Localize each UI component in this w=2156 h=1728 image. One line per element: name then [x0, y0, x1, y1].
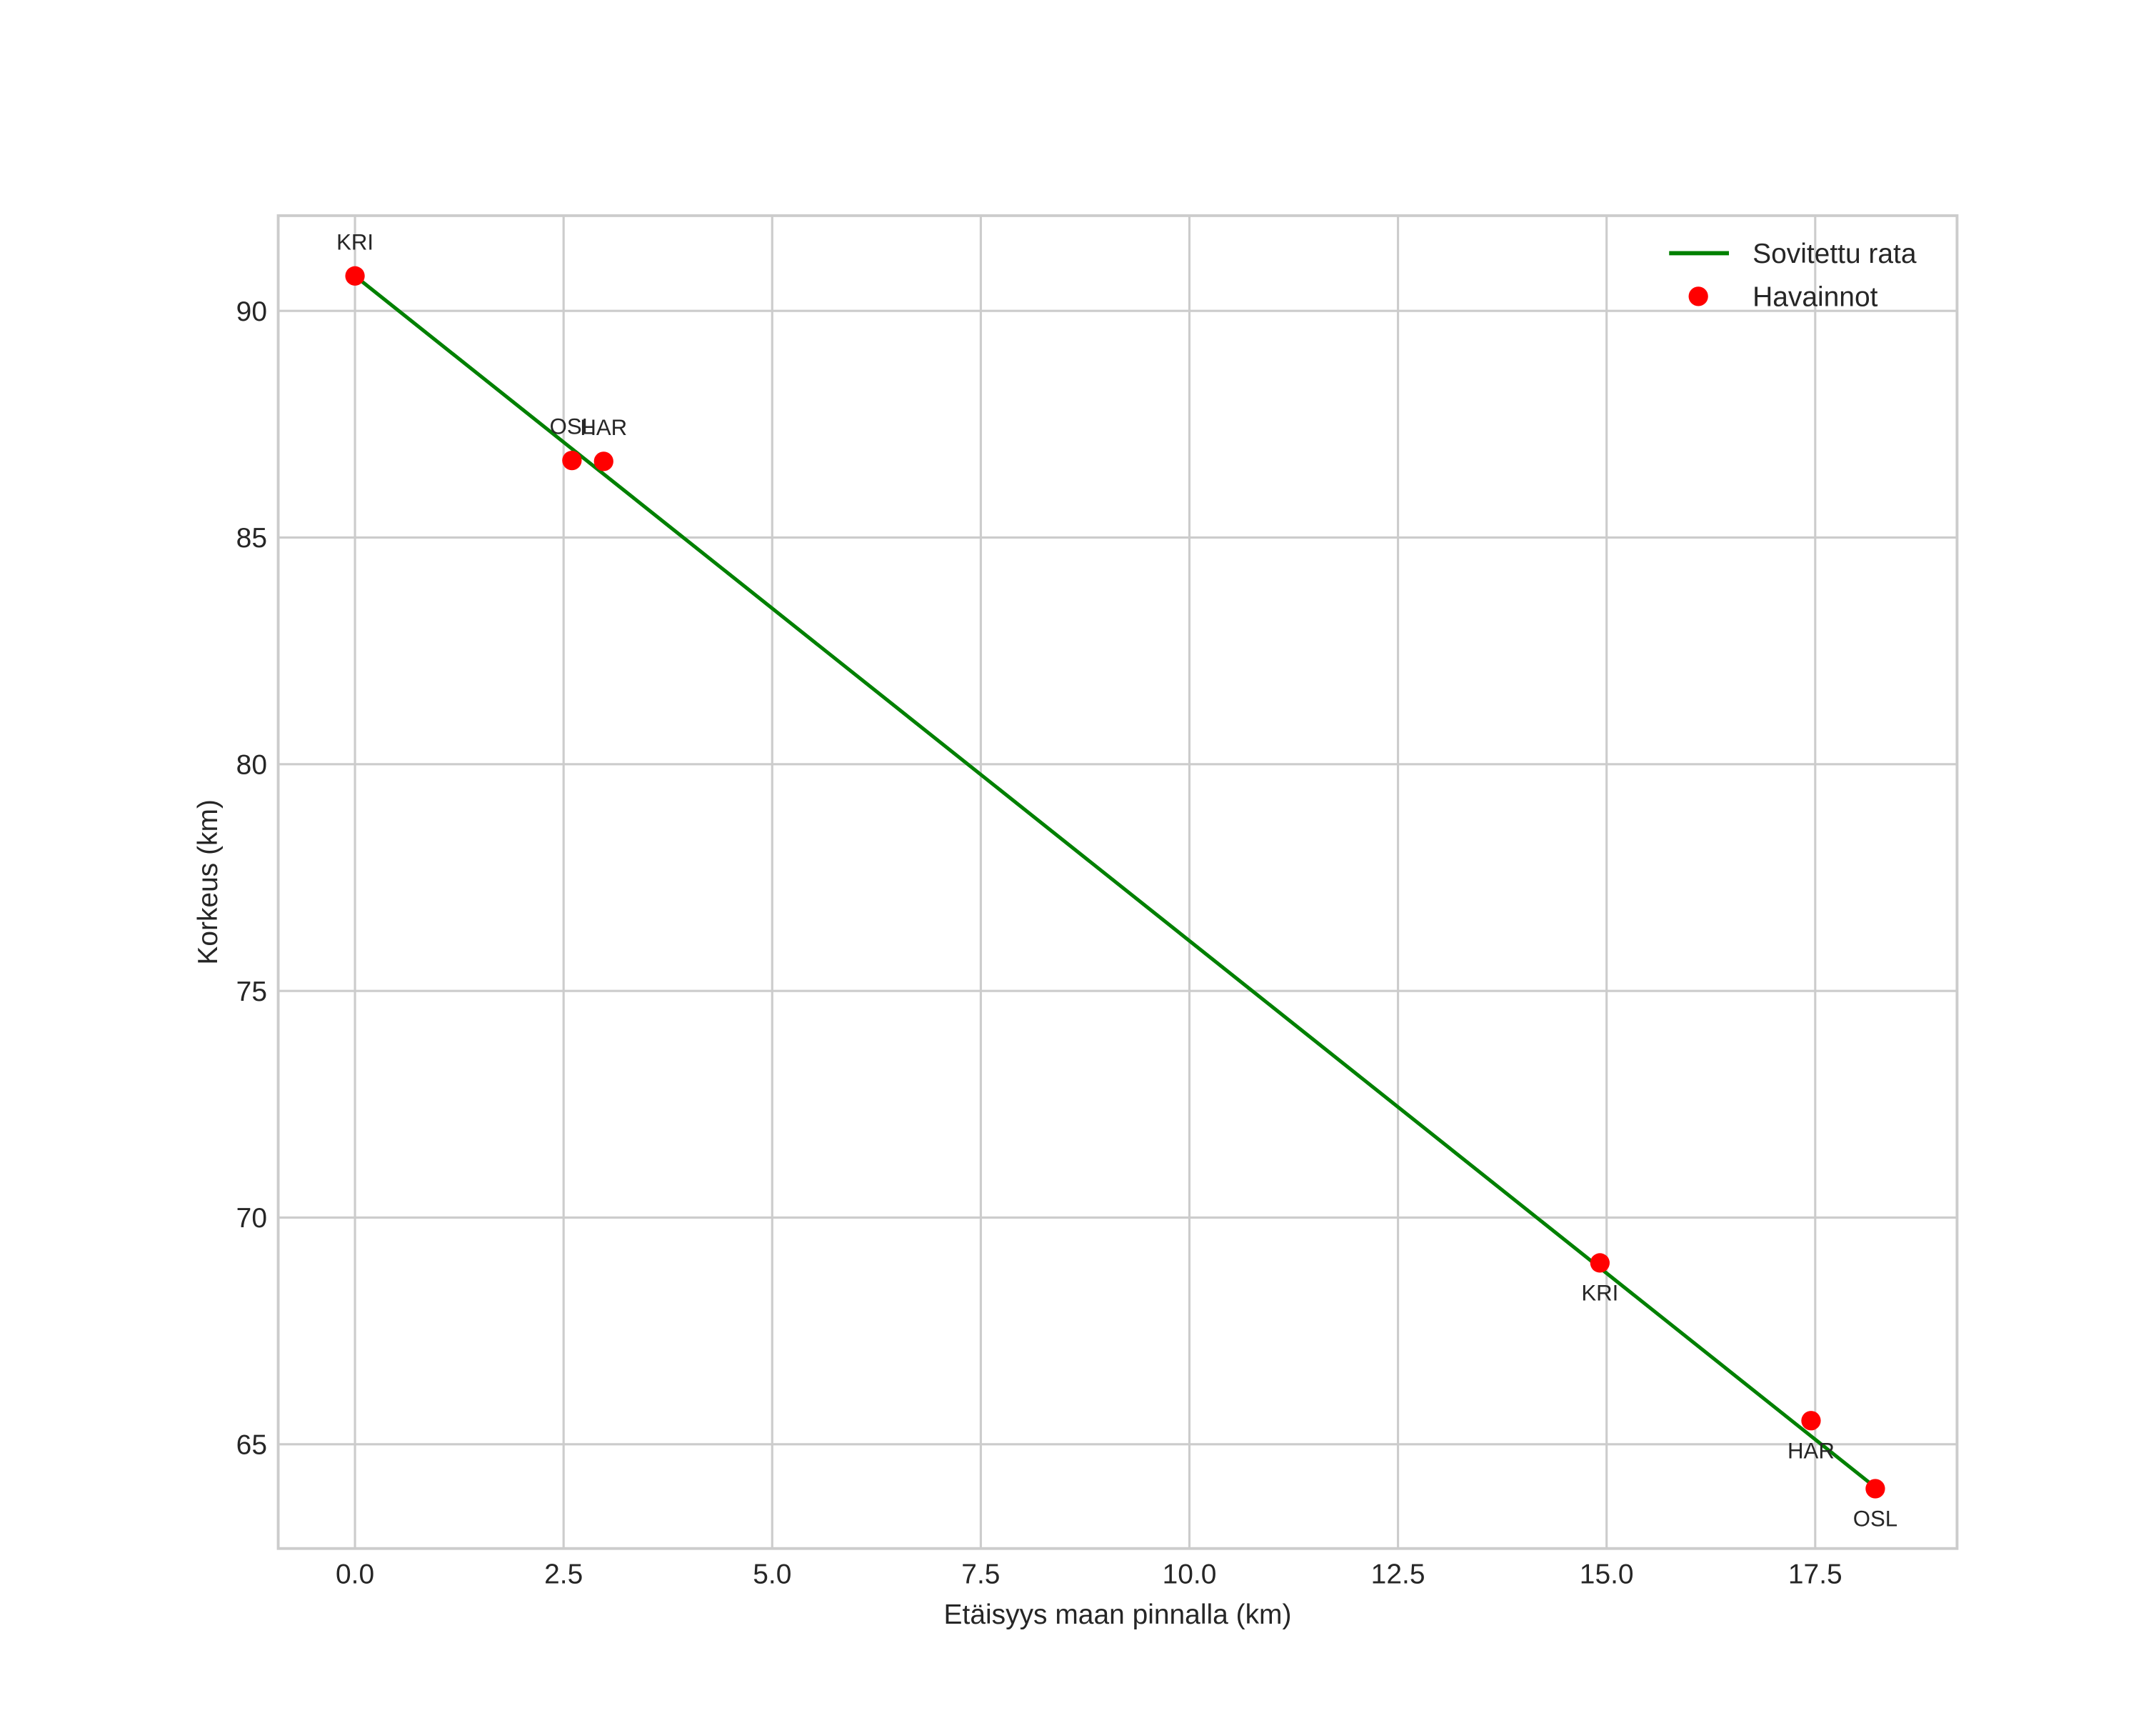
legend-label-observations: Havainnot: [1753, 281, 1878, 312]
station-label: HAR: [580, 415, 627, 440]
station-label: OSL: [550, 414, 594, 439]
axes-frame: [276, 214, 1959, 1550]
observation-point: [1865, 1479, 1885, 1499]
x-tick-label: 10.0: [1163, 1559, 1217, 1589]
legend-dot-icon: [1688, 286, 1708, 306]
y-axis-label: Korkeus (km): [193, 799, 224, 964]
y-gridlines: [278, 309, 1957, 1446]
y-tick-label: 65: [236, 1429, 267, 1460]
x-gridlines: [354, 215, 1817, 1549]
x-tick-label: 17.5: [1788, 1559, 1842, 1589]
x-tick-label: 7.5: [961, 1559, 1000, 1589]
x-tick-labels: 0.0 2.5 5.0 7.5 10.0 12.5 15.0 17.5: [336, 1559, 1842, 1589]
station-label: KRI: [336, 229, 373, 254]
observation-point: [1801, 1411, 1821, 1431]
station-label: HAR: [1788, 1438, 1835, 1463]
y-tick-labels: 65 70 75 80 85 90: [236, 296, 267, 1461]
x-tick-label: 0.0: [336, 1559, 374, 1589]
observation-point: [593, 451, 613, 471]
x-tick-label: 2.5: [544, 1559, 583, 1589]
x-tick-label: 12.5: [1371, 1559, 1425, 1589]
x-axis-label: Etäisyys maan pinnalla (km): [944, 1599, 1292, 1630]
observation-point: [1590, 1253, 1610, 1273]
observation-point: [562, 450, 582, 471]
legend-label-fit: Sovitettu rata: [1753, 239, 1917, 269]
series-layer: [345, 266, 1885, 1499]
observation-point: [345, 266, 365, 286]
station-label: KRI: [1581, 1281, 1618, 1306]
x-tick-label: 15.0: [1580, 1559, 1634, 1589]
y-tick-label: 90: [236, 296, 267, 327]
y-tick-label: 70: [236, 1203, 267, 1234]
y-tick-label: 75: [236, 977, 267, 1007]
x-tick-label: 5.0: [753, 1559, 791, 1589]
legend: Sovitettu rata Havainnot: [1669, 239, 1917, 312]
y-tick-label: 80: [236, 749, 267, 780]
station-label: OSL: [1853, 1507, 1897, 1532]
y-tick-label: 85: [236, 523, 267, 554]
fitted-trajectory-line: [354, 274, 1877, 1489]
